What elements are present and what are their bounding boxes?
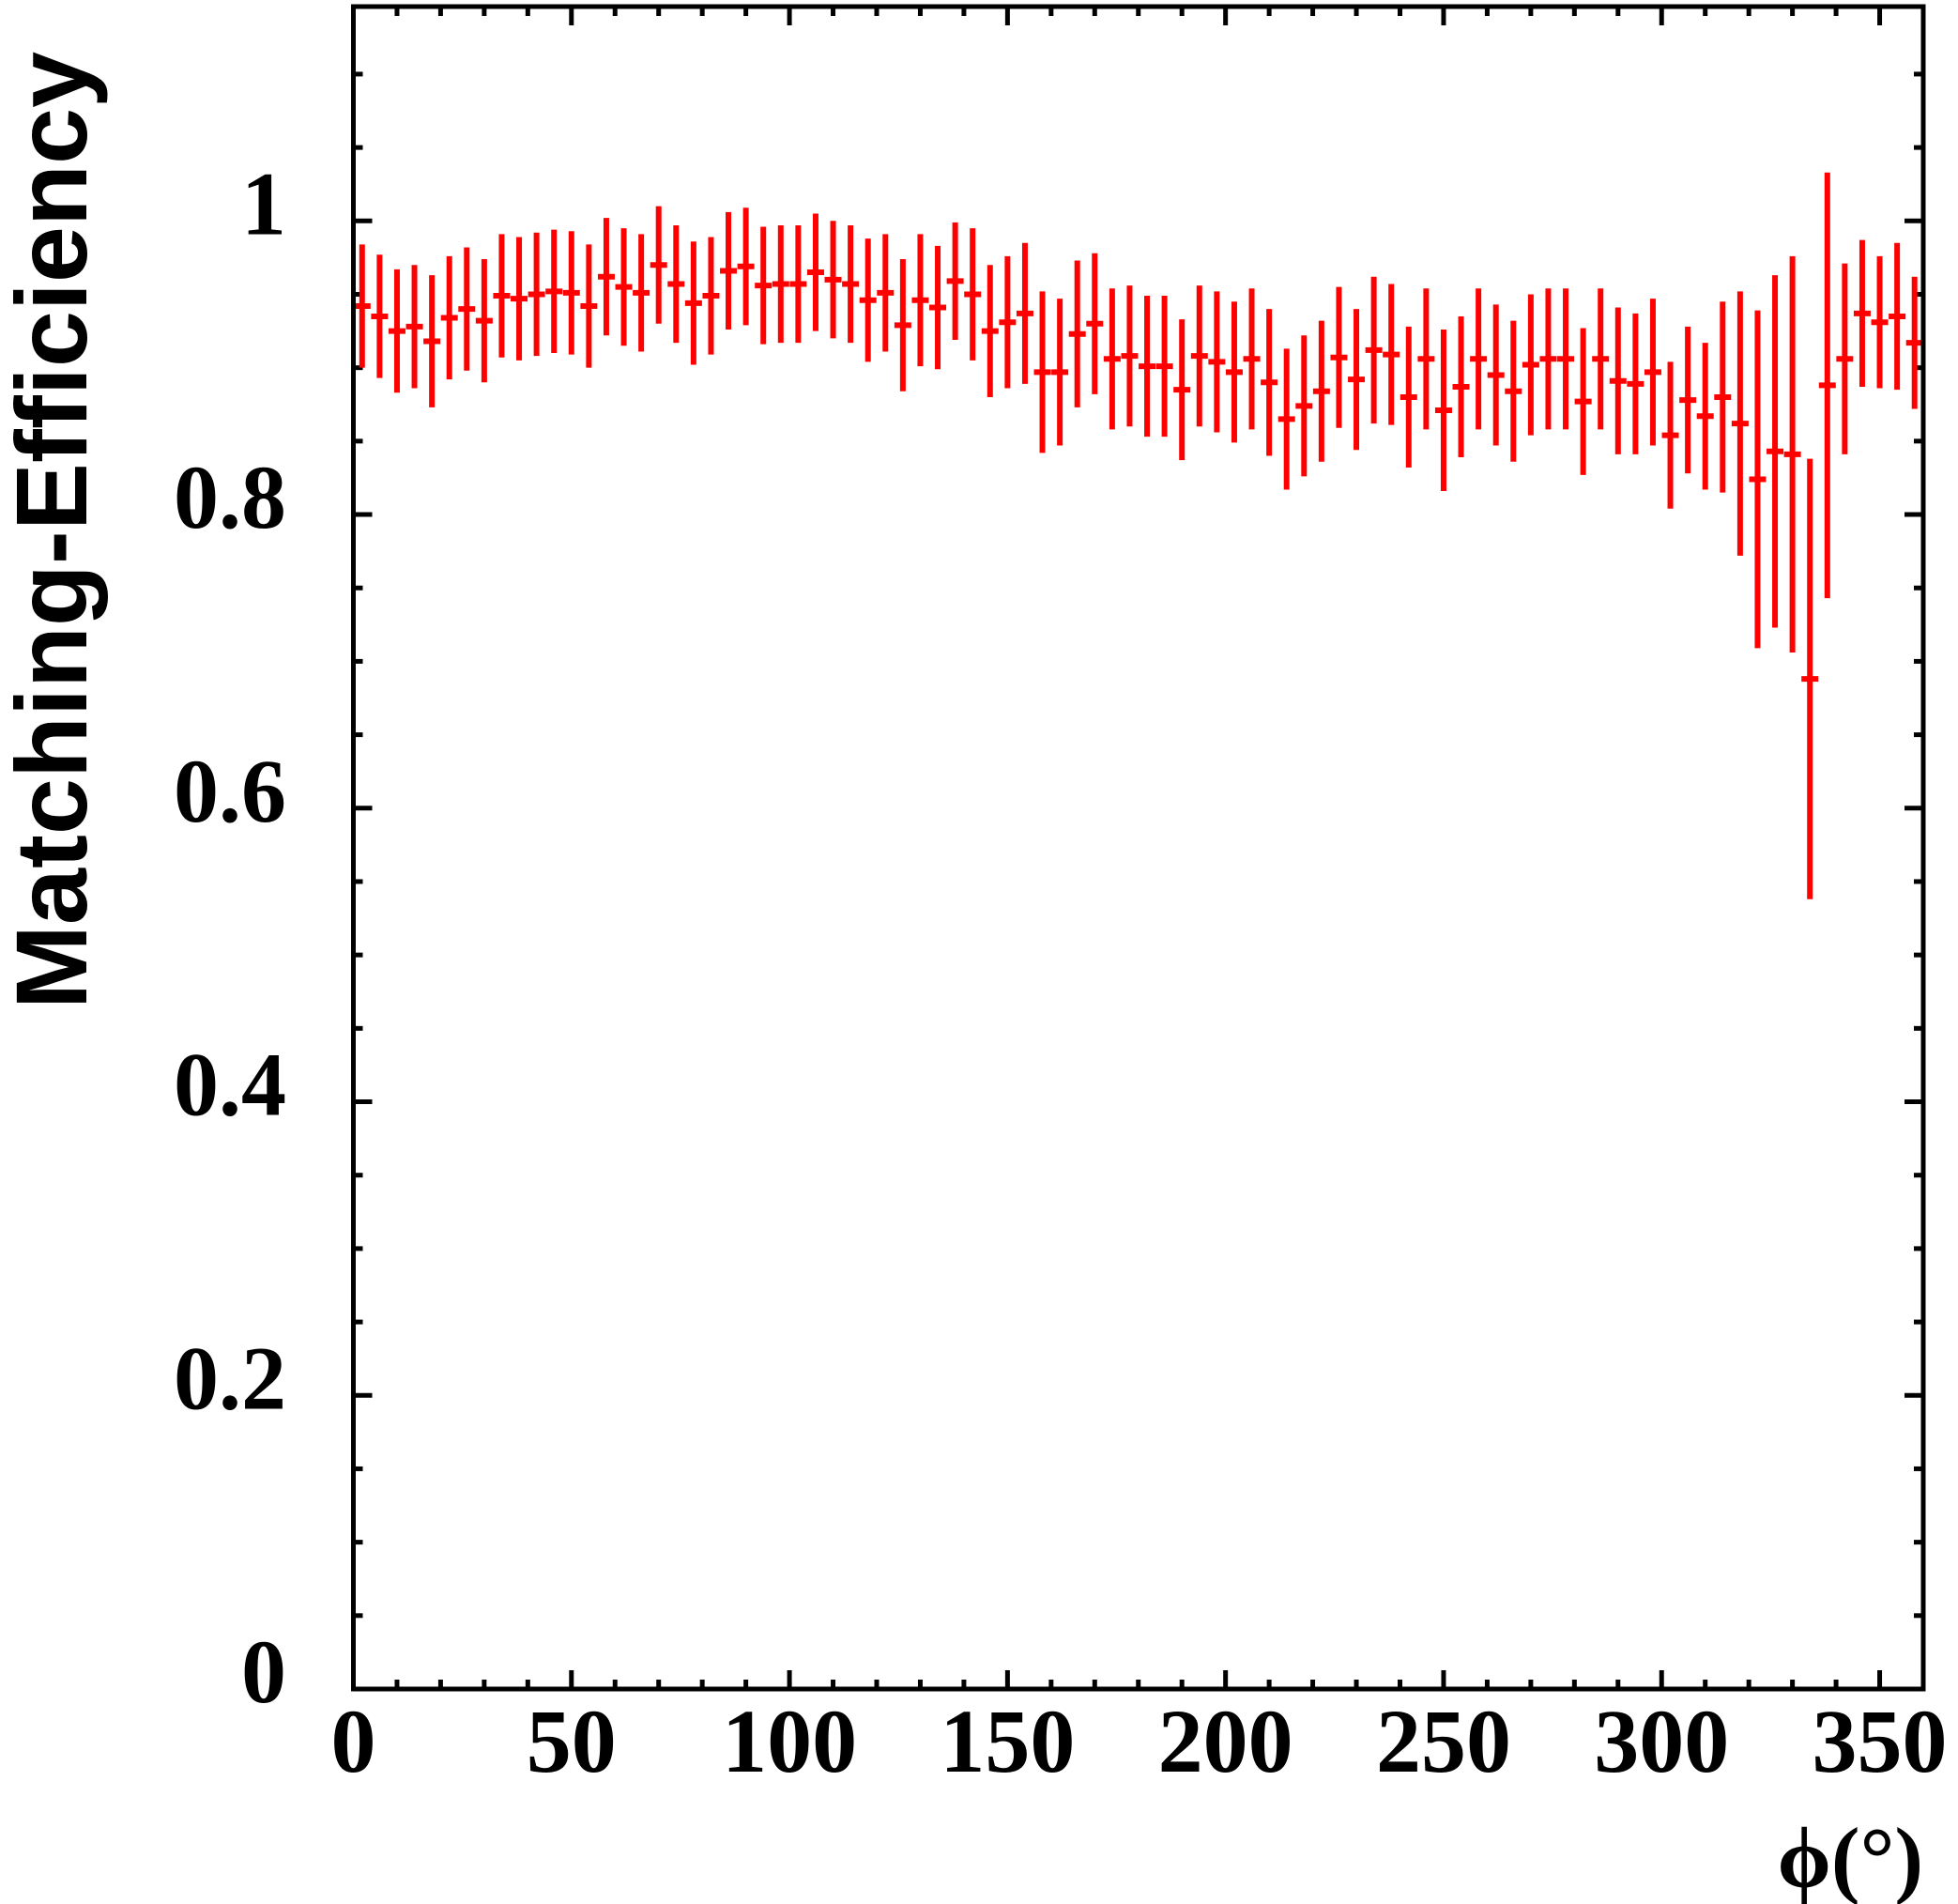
x-tick-label: 200 bbox=[1158, 1691, 1293, 1791]
x-tick-label: 50 bbox=[527, 1691, 617, 1791]
y-tick-label: 0.2 bbox=[174, 1328, 286, 1428]
x-tick-label: 150 bbox=[940, 1691, 1075, 1791]
x-tick-label: 350 bbox=[1813, 1691, 1948, 1791]
x-tick-label: 0 bbox=[331, 1691, 376, 1791]
x-tick-label: 300 bbox=[1594, 1691, 1729, 1791]
y-axis-label: Matching-Efficiency bbox=[0, 52, 108, 1009]
y-tick-label: 0.4 bbox=[174, 1035, 286, 1135]
x-axis-label: ϕ(°) bbox=[1778, 1810, 1923, 1904]
x-tick-label: 250 bbox=[1376, 1691, 1511, 1791]
y-tick-label: 0.6 bbox=[174, 741, 286, 841]
plot-frame bbox=[351, 4, 1926, 1692]
x-tick-label: 100 bbox=[722, 1691, 857, 1791]
y-tick-label: 1 bbox=[241, 153, 286, 253]
y-tick-label: 0 bbox=[241, 1621, 286, 1722]
y-tick-label: 0.8 bbox=[174, 447, 286, 547]
